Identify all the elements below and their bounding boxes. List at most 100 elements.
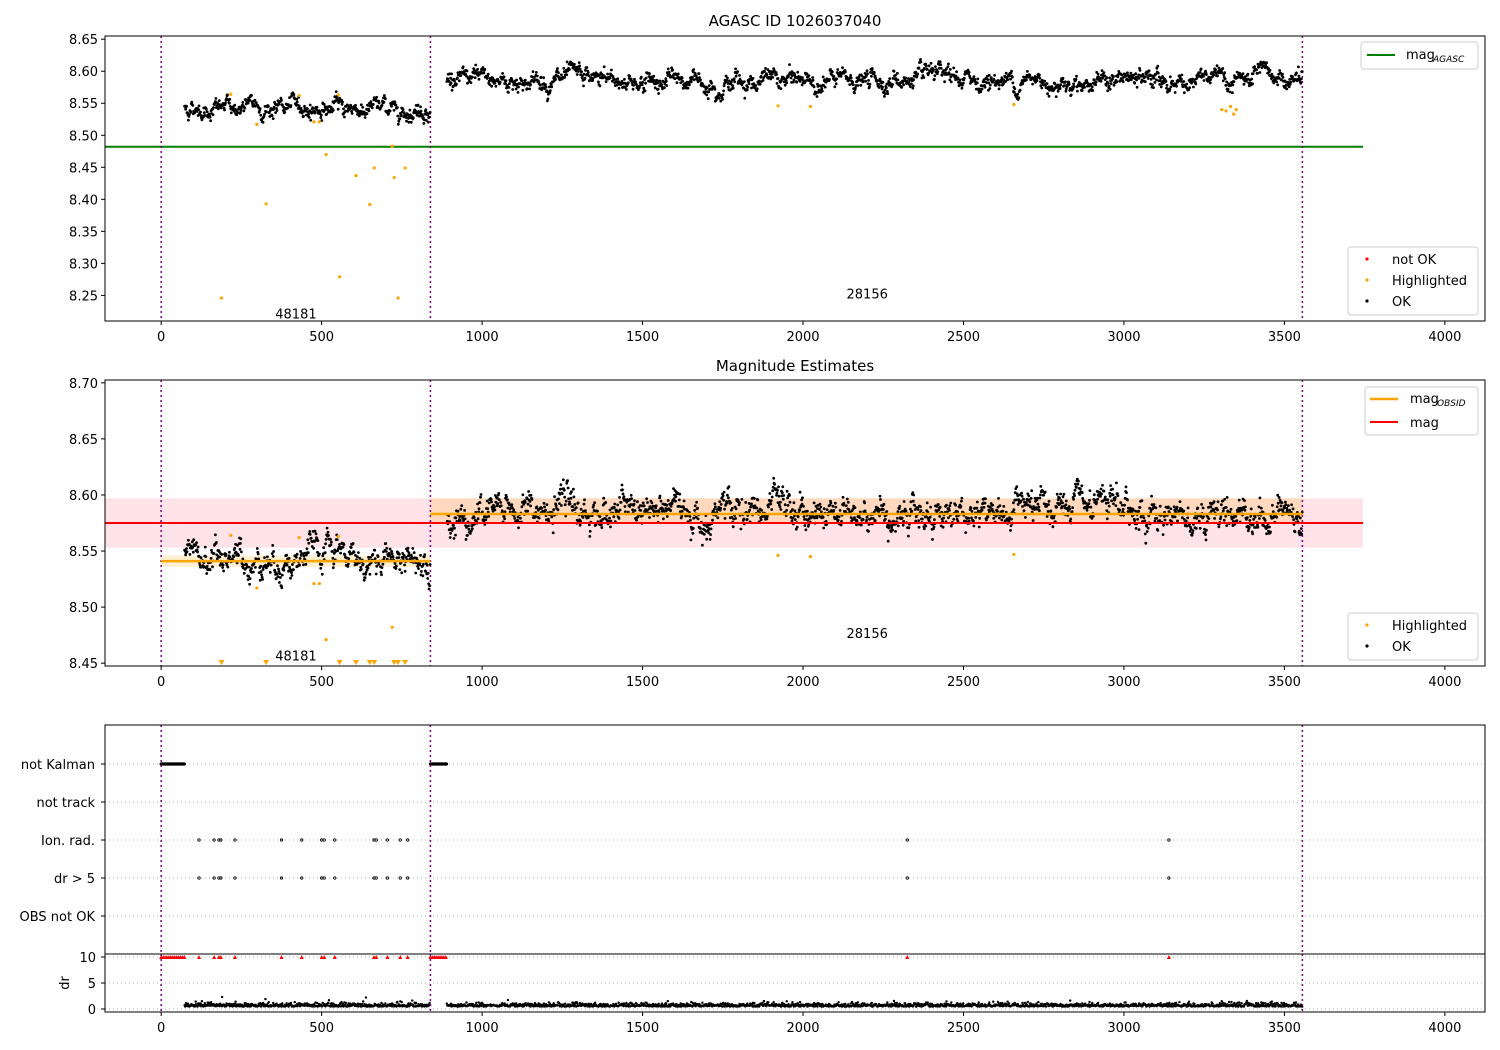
p2-ok-point xyxy=(1251,523,1255,527)
p1-ok-point xyxy=(640,83,644,87)
p1-ok-point xyxy=(502,75,506,79)
p1-ok-point xyxy=(408,108,412,112)
p1-ok-point xyxy=(584,68,587,72)
flag-point xyxy=(333,876,337,880)
p2-ok-point xyxy=(677,498,681,502)
p1-ok-point xyxy=(705,93,709,97)
p1-ok-point xyxy=(664,77,668,81)
p2-ok-point xyxy=(726,493,729,497)
p2-ok-point xyxy=(346,562,350,566)
p1-ok-point xyxy=(427,115,431,119)
p2-ok-point xyxy=(708,538,712,541)
p1-ok-point xyxy=(320,119,324,122)
p1-ok-point xyxy=(1241,72,1245,75)
p2-ok-point xyxy=(217,550,221,554)
p1-ok-point xyxy=(295,97,299,101)
p2-ok-point xyxy=(945,503,948,507)
p2-ok-point xyxy=(465,526,468,529)
p2-ok-point xyxy=(967,516,970,520)
p1-ok-point xyxy=(505,86,508,90)
p1-ok-point xyxy=(562,66,566,70)
p2-ok-point xyxy=(476,502,479,506)
p1-ok-point xyxy=(1040,78,1044,82)
p1-ok-point xyxy=(446,77,450,81)
p1-ok-point xyxy=(580,76,584,80)
p2-ok-point xyxy=(1076,482,1080,486)
p1-ok-point xyxy=(299,107,303,110)
p1-ok-point xyxy=(457,79,461,83)
p2-ok-point xyxy=(767,505,770,509)
p2-ok-point xyxy=(584,509,587,513)
p1-ok-point xyxy=(1072,85,1076,88)
p1-ok-point xyxy=(751,77,755,80)
p2-ok-point xyxy=(572,487,575,491)
p1-ok-point xyxy=(514,87,518,91)
p1-ok-point xyxy=(1013,87,1017,91)
p2-ok-point xyxy=(573,503,577,506)
p2-ok-point xyxy=(248,577,252,580)
p1-ok-point xyxy=(961,83,964,87)
p2-ok-point xyxy=(477,510,480,514)
p2-ok-point xyxy=(1146,526,1150,530)
p2-ok-point xyxy=(460,504,464,508)
p1-ok-point xyxy=(644,76,648,80)
p1-ok-point xyxy=(663,86,666,90)
p2-ok-point xyxy=(567,497,570,501)
p2-ok-point xyxy=(528,500,532,503)
p1-ok-point xyxy=(1146,77,1150,80)
p2-ok-point xyxy=(1184,519,1188,523)
p1-highlighted-point xyxy=(1012,102,1016,107)
p2-ok-point xyxy=(566,486,570,490)
p1-ok-point xyxy=(343,115,346,119)
p1-ok-point xyxy=(1147,69,1151,73)
p1-ok-point xyxy=(644,81,647,85)
p2-ok-point xyxy=(883,517,887,521)
p1-ok-point xyxy=(563,76,567,79)
p1-ok-point xyxy=(426,113,430,117)
p1-ok-point xyxy=(979,90,983,94)
p1-ok-point xyxy=(578,67,582,71)
p1-ok-point xyxy=(721,93,725,96)
p1-ok-point xyxy=(835,77,839,81)
p1-ok-point xyxy=(377,101,381,105)
p1-ok-point xyxy=(792,78,796,82)
panel-magnitude-estimates: 8.458.508.558.608.658.700 500 1000 1500 2000… xyxy=(69,377,1486,690)
p2-ok-point xyxy=(1193,516,1196,520)
p2-ok-point xyxy=(232,555,236,559)
p2-ok-point xyxy=(234,550,238,554)
p2-offscale-marker xyxy=(336,660,343,665)
p2-ok-point xyxy=(380,566,384,569)
p2-ok-point xyxy=(618,508,622,512)
p2-ok-point xyxy=(718,500,722,503)
p1-ok-point xyxy=(732,77,736,81)
p2-ok-point xyxy=(313,529,317,533)
p1-ok-point xyxy=(506,84,509,87)
p1-ok-point xyxy=(319,113,323,117)
p2-ok-point xyxy=(621,488,624,492)
p1-ok-point xyxy=(205,110,209,114)
p2-ok-point xyxy=(1240,508,1243,512)
p2-ok-point xyxy=(658,494,662,498)
p1-ok-point xyxy=(549,83,553,87)
p1-ok-point xyxy=(1010,69,1013,73)
p1-ok-point xyxy=(336,107,340,111)
p2-ok-point xyxy=(909,500,913,504)
p2-ok-point xyxy=(343,553,347,557)
p1-ok-point xyxy=(545,89,549,93)
flag-point xyxy=(398,838,402,842)
p2-ok-point xyxy=(500,509,504,513)
p2-ok-point xyxy=(260,575,264,579)
p1-ok-point xyxy=(1112,83,1116,87)
p2-ok-point xyxy=(472,516,476,519)
p1-highlighted-point xyxy=(255,122,259,126)
p2-ok-point xyxy=(1107,504,1111,508)
p2-ok-point xyxy=(825,508,829,511)
p2-ok-point xyxy=(306,551,310,555)
p2-ok-point xyxy=(1143,519,1147,523)
p1-ok-point xyxy=(912,78,916,81)
p1-ok-point xyxy=(286,106,289,110)
p1-ok-point xyxy=(185,104,188,108)
p1-xtick-label: 1500 xyxy=(626,330,659,345)
p2-ok-point xyxy=(214,533,217,537)
p1-ok-point xyxy=(954,74,958,78)
